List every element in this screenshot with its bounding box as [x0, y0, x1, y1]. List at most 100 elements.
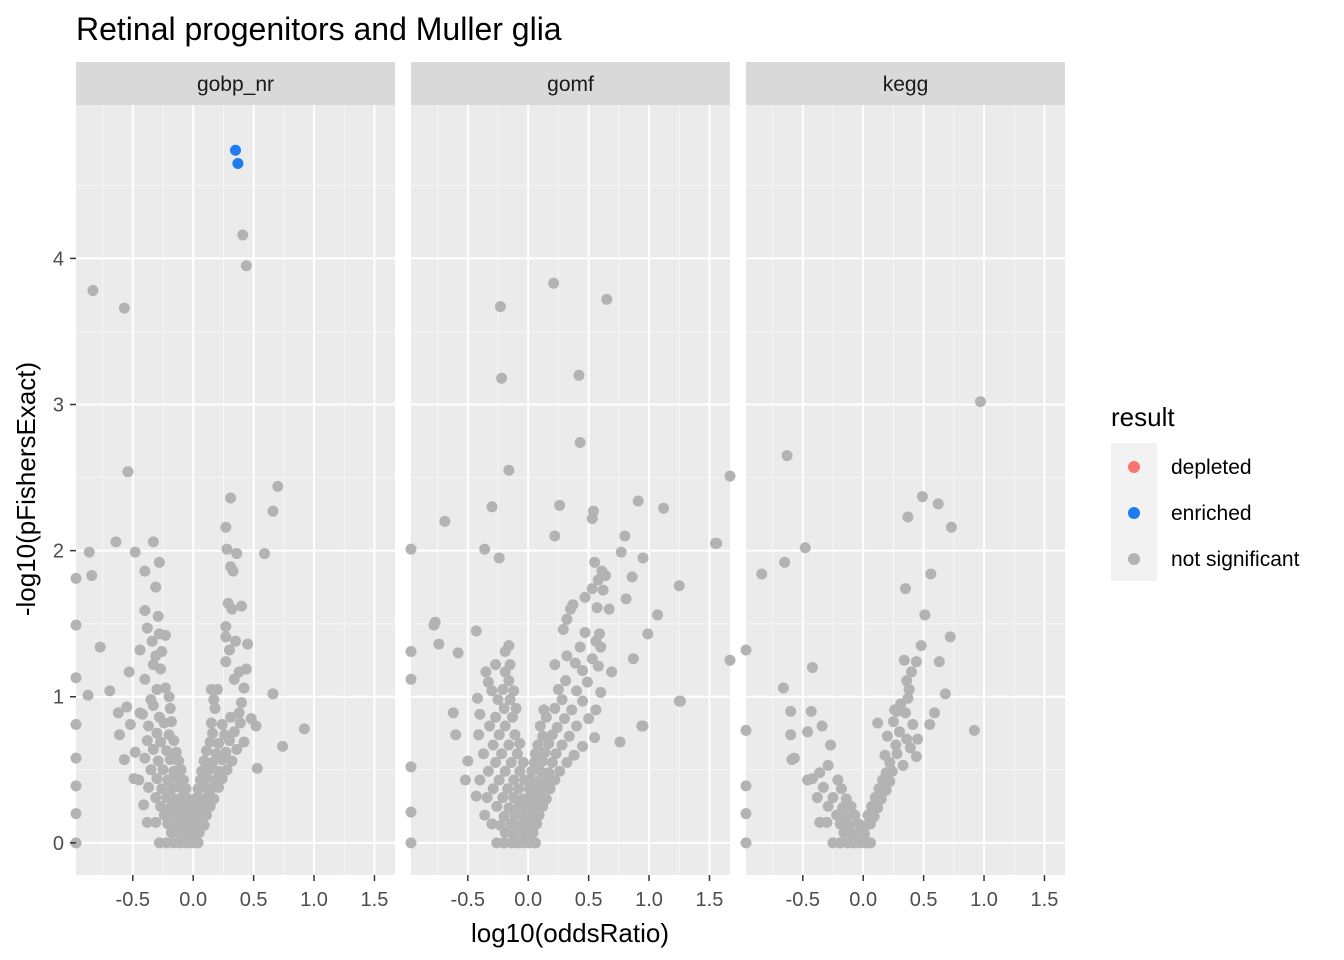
- data-point-not-significant: [480, 666, 492, 678]
- x-tick-label: 1.5: [696, 889, 724, 911]
- data-point-not-significant: [533, 809, 545, 821]
- data-point-not-significant: [811, 792, 823, 804]
- data-point-not-significant: [221, 543, 233, 555]
- data-point-not-significant: [498, 811, 510, 823]
- data-point-not-significant: [799, 542, 811, 554]
- data-point-not-significant: [70, 619, 82, 631]
- data-point-not-significant: [586, 583, 598, 595]
- data-point-not-significant: [606, 666, 618, 678]
- data-point-not-significant: [925, 568, 937, 580]
- data-point-not-significant: [514, 738, 526, 750]
- chart-title: Retinal progenitors and Muller glia: [76, 11, 562, 47]
- data-point-not-significant: [912, 733, 924, 745]
- data-point-not-significant: [146, 635, 158, 647]
- data-point-not-significant: [238, 682, 250, 694]
- data-point-not-significant: [890, 739, 902, 751]
- data-point-not-significant: [900, 707, 911, 719]
- data-point-not-significant: [234, 717, 246, 729]
- facet-strip-label: gobp_nr: [197, 73, 274, 96]
- data-point-not-significant: [600, 569, 612, 581]
- data-point-not-significant: [944, 631, 956, 643]
- data-point-not-significant: [83, 546, 95, 558]
- data-point-not-significant: [571, 685, 583, 697]
- data-point-not-significant: [236, 600, 248, 612]
- data-point-not-significant: [70, 808, 82, 820]
- data-point-not-significant: [835, 783, 847, 795]
- data-point-not-significant: [844, 819, 856, 831]
- data-point-not-significant: [929, 707, 940, 719]
- data-point-not-significant: [887, 716, 899, 728]
- data-point-not-significant: [875, 793, 887, 805]
- data-point-not-significant: [150, 792, 162, 804]
- y-tick-label: 3: [53, 395, 64, 417]
- x-tick-label: -0.5: [786, 889, 820, 911]
- data-point-not-significant: [557, 624, 569, 636]
- data-point-not-significant: [831, 809, 843, 821]
- data-point-not-significant: [150, 816, 162, 828]
- data-point-not-significant: [561, 650, 573, 662]
- data-point-not-significant: [806, 773, 818, 785]
- data-point-not-significant: [566, 704, 578, 716]
- data-point-not-significant: [499, 645, 511, 657]
- data-point-not-significant: [503, 675, 515, 687]
- data-point-not-significant: [482, 676, 494, 688]
- data-point-not-significant: [825, 739, 837, 751]
- data-point-not-significant: [201, 809, 212, 821]
- data-point-not-significant: [153, 556, 165, 568]
- data-point-not-significant: [504, 694, 516, 706]
- data-point-not-significant: [150, 581, 162, 593]
- data-point-not-significant: [230, 635, 241, 647]
- data-point-not-significant: [221, 764, 233, 776]
- data-point-not-significant: [162, 818, 174, 830]
- data-point-not-significant: [529, 748, 541, 760]
- data-point-not-significant: [481, 792, 493, 804]
- data-point-not-significant: [479, 543, 491, 555]
- data-point-not-significant: [592, 660, 604, 672]
- data-point-not-significant: [537, 800, 549, 812]
- data-point-not-significant: [505, 756, 517, 768]
- data-point-not-significant: [558, 713, 570, 725]
- data-point-not-significant: [198, 755, 210, 767]
- data-point-not-significant: [161, 745, 173, 757]
- data-point-not-significant: [124, 719, 136, 731]
- data-point-not-significant: [537, 755, 549, 767]
- data-point-not-significant: [250, 720, 262, 732]
- data-point-not-significant: [884, 775, 896, 787]
- data-point-not-significant: [816, 720, 828, 732]
- data-point-not-significant: [203, 764, 215, 776]
- data-point-not-significant: [526, 765, 538, 777]
- data-point-not-significant: [136, 708, 148, 720]
- data-point-not-significant: [122, 466, 134, 478]
- data-point-not-significant: [490, 659, 502, 671]
- data-point-not-significant: [220, 631, 232, 643]
- data-point-not-significant: [452, 647, 464, 659]
- data-point-not-significant: [740, 837, 752, 849]
- data-point-not-significant: [474, 708, 486, 720]
- data-point-not-significant: [548, 277, 560, 289]
- data-point-not-significant: [817, 781, 829, 793]
- data-point-not-significant: [840, 811, 852, 823]
- data-point-not-significant: [508, 774, 520, 786]
- x-axis-gomf: -0.5 0.0 0.5 1.0 1.5: [451, 875, 724, 911]
- data-point-not-significant: [231, 743, 243, 755]
- data-point-not-significant: [493, 729, 505, 741]
- data-point-not-significant: [581, 676, 593, 688]
- data-point-not-significant: [740, 724, 752, 736]
- data-point-not-significant: [872, 802, 884, 814]
- data-point-not-significant: [123, 666, 135, 678]
- data-point-not-significant: [898, 654, 910, 666]
- data-point-not-significant: [70, 719, 82, 731]
- data-point-not-significant: [586, 512, 598, 524]
- x-tick-label: -0.5: [116, 889, 150, 911]
- panel-grid: [76, 105, 395, 875]
- data-point-not-significant: [632, 495, 644, 507]
- data-point-not-significant: [561, 613, 573, 625]
- data-point-not-significant: [615, 546, 627, 558]
- data-point-not-significant: [974, 396, 986, 408]
- data-point-not-significant: [497, 683, 509, 695]
- data-point-not-significant: [139, 565, 151, 577]
- data-point-not-significant: [528, 756, 540, 768]
- data-point-not-significant: [910, 656, 922, 668]
- data-point-not-significant: [208, 694, 220, 706]
- data-point-not-significant: [158, 809, 170, 821]
